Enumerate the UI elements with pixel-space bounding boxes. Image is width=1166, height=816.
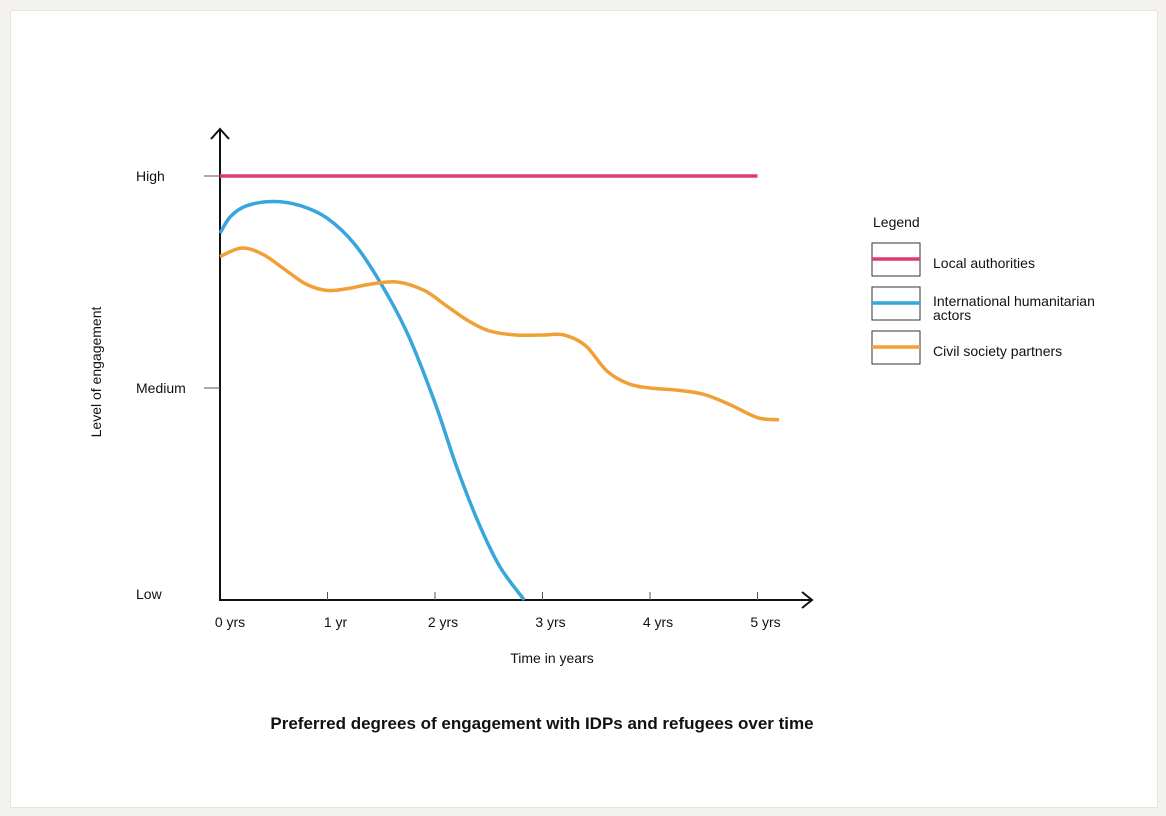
y-tick-label: Medium <box>136 380 186 396</box>
legend-label: International humanitarian <box>933 293 1095 309</box>
x-axis-title: Time in years <box>510 650 594 666</box>
legend-label: Civil society partners <box>933 343 1062 359</box>
legend-title: Legend <box>873 214 920 230</box>
x-tick-label: 4 yrs <box>643 614 673 630</box>
series-international-humanitarian-actors <box>218 199 526 602</box>
series-lines <box>218 174 780 602</box>
y-tick-label: Low <box>136 586 163 602</box>
x-tick-label: 0 yrs <box>215 614 245 630</box>
x-axis-arrow <box>801 591 814 609</box>
y-tick-label: High <box>136 168 165 184</box>
series-civil-society-partners <box>219 246 780 422</box>
y-axis-title: Level of engagement <box>88 307 104 438</box>
x-tick-label: 1 yr <box>324 614 348 630</box>
x-tick-label: 2 yrs <box>428 614 458 630</box>
ticks: 0 yrs 1 yr 2 yrs 3 yrs 4 yrs 5 yrs Low Medium Hi… <box>136 168 781 630</box>
legend-label: actors <box>933 307 971 323</box>
x-tick-label: 5 yrs <box>750 614 780 630</box>
y-axis-arrow <box>210 127 230 140</box>
x-tick-label: 3 yrs <box>535 614 565 630</box>
legend-label: Local authorities <box>933 255 1035 271</box>
chart-title: Preferred degrees of engagement with IDP… <box>270 714 813 733</box>
axes <box>210 127 814 609</box>
chart-card <box>10 10 1158 808</box>
legend: Legend Local authorities International hum… <box>871 214 1095 365</box>
